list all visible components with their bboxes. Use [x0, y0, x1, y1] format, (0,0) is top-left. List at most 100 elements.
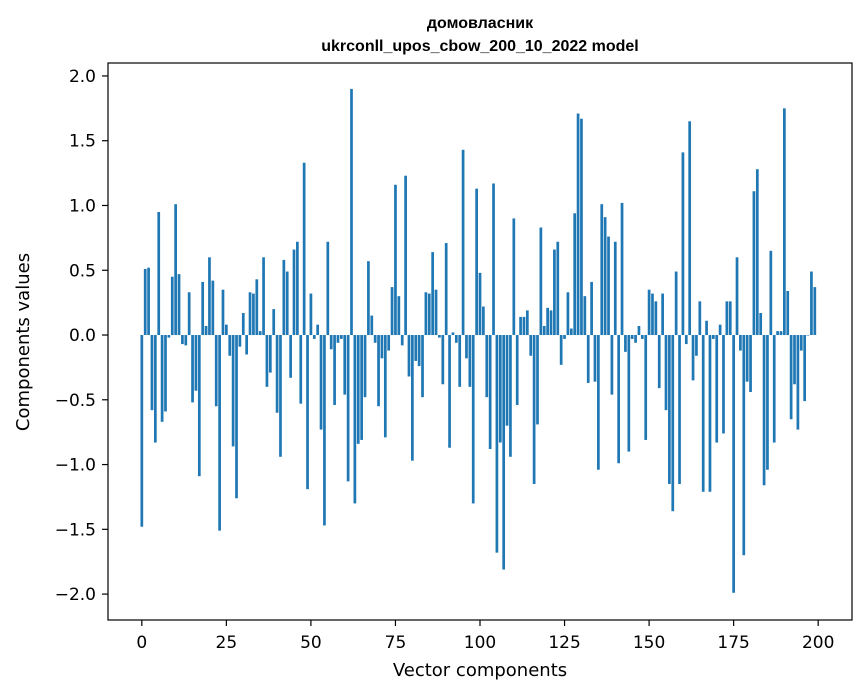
- bar-144: [627, 335, 631, 452]
- bars-group: [140, 88, 817, 593]
- x-tick-label: 175: [717, 633, 749, 653]
- bar-35: [258, 331, 262, 336]
- bar-7: [164, 335, 167, 412]
- bar-173: [725, 301, 729, 336]
- bar-177: [739, 335, 742, 351]
- bar-63: [353, 335, 357, 504]
- bar-194: [796, 335, 800, 430]
- bar-21: [211, 280, 215, 336]
- bar-98: [471, 335, 475, 504]
- bar-90: [444, 243, 448, 336]
- bar-65: [360, 335, 363, 440]
- bar-80: [411, 335, 414, 461]
- bar-146: [634, 335, 637, 343]
- y-tick-label: −1.5: [55, 520, 96, 540]
- bar-68: [370, 315, 374, 336]
- chart-title-line-1: домовласник: [427, 15, 534, 32]
- bar-44: [289, 335, 292, 378]
- bar-180: [749, 335, 752, 393]
- y-tick-label: 0.5: [69, 261, 96, 281]
- bar-166: [701, 335, 705, 492]
- bar-15: [191, 335, 194, 403]
- chart-title-line-2: ukrconll_upos_cbow_200_10_2022 model: [321, 38, 638, 55]
- bar-95: [461, 149, 465, 336]
- bar-29: [238, 335, 242, 347]
- bar-136: [600, 204, 604, 336]
- bar-41: [279, 335, 282, 457]
- bar-81: [414, 335, 418, 361]
- bar-77: [400, 335, 404, 346]
- y-tick-label: −2.0: [55, 585, 96, 605]
- bar-64: [356, 335, 360, 444]
- x-tick-label: 75: [385, 633, 407, 653]
- bar-76: [397, 296, 401, 336]
- bar-134: [593, 335, 597, 382]
- y-tick-label: 2.0: [69, 67, 96, 87]
- bar-34: [255, 279, 259, 336]
- bar-111: [515, 335, 519, 405]
- bar-74: [390, 287, 394, 336]
- bar-20: [208, 257, 211, 336]
- bar-190: [783, 108, 786, 336]
- bar-162: [688, 121, 692, 336]
- bar-3: [150, 335, 154, 411]
- bar-158: [674, 271, 678, 336]
- bar-105: [495, 335, 499, 553]
- bar-32: [248, 292, 252, 336]
- plot-frame: [107, 62, 853, 621]
- bar-8: [167, 335, 171, 338]
- bar-84: [424, 292, 428, 336]
- bar-186: [769, 250, 773, 336]
- bar-97: [468, 335, 472, 387]
- bar-14: [187, 292, 191, 336]
- y-tick-label: 1.0: [69, 196, 96, 216]
- bar-161: [684, 335, 688, 345]
- bar-60: [343, 335, 347, 395]
- bar-118: [539, 227, 543, 336]
- bar-165: [698, 301, 702, 336]
- y-axis-label: Components values: [13, 253, 34, 431]
- y-tick-label: −0.5: [55, 391, 96, 411]
- y-axis-ticks: −2.0 −1.5 −1.0 −0.5 0.0 0.5 1.0 1.5 2.0: [55, 67, 108, 605]
- bar-1: [143, 268, 147, 336]
- bar-4: [153, 335, 157, 443]
- bar-174: [728, 301, 732, 336]
- bar-18: [201, 281, 205, 336]
- y-tick-label: −1.0: [55, 456, 96, 476]
- x-tick-label: 200: [802, 633, 834, 653]
- bar-2: [147, 267, 150, 336]
- bar-51: [312, 335, 316, 339]
- bar-99: [475, 188, 478, 336]
- bar-132: [586, 335, 590, 383]
- bar-140: [613, 241, 617, 336]
- bar-88: [438, 335, 441, 338]
- bar-148: [640, 335, 644, 339]
- bar-55: [326, 241, 330, 336]
- bar-48: [302, 162, 306, 336]
- bar-78: [404, 175, 407, 336]
- bar-142: [620, 202, 624, 336]
- bar-116: [532, 335, 536, 484]
- bar-50: [309, 293, 313, 336]
- bar-169: [711, 335, 715, 339]
- bar-57: [333, 335, 336, 405]
- bar-164: [695, 335, 698, 356]
- bar-66: [363, 335, 367, 398]
- bar-192: [789, 335, 793, 420]
- bar-188: [776, 331, 779, 336]
- bar-40: [275, 335, 279, 413]
- bar-70: [377, 335, 380, 407]
- bar-47: [299, 335, 303, 404]
- bar-119: [542, 325, 546, 336]
- bar-54: [323, 335, 326, 526]
- bar-157: [671, 335, 675, 512]
- bar-114: [525, 310, 529, 336]
- bar-33: [252, 293, 255, 336]
- bar-176: [735, 257, 739, 336]
- bar-94: [458, 335, 462, 387]
- bar-87: [434, 289, 438, 336]
- bar-16: [194, 335, 198, 391]
- bar-6: [160, 335, 164, 422]
- bar-11: [177, 274, 181, 336]
- bar-92: [451, 332, 455, 336]
